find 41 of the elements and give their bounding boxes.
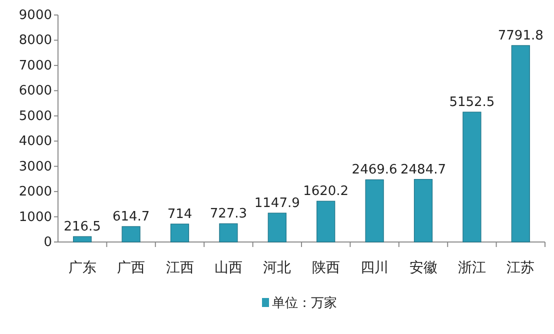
bar: [122, 226, 140, 242]
x-tick-label: 浙江: [458, 260, 486, 276]
y-tick-label: 9000: [18, 8, 52, 23]
bar: [170, 224, 190, 242]
data-label: 1147.9: [254, 196, 300, 212]
data-label: 614.7: [112, 209, 150, 224]
bar: [414, 179, 433, 242]
x-tick-label: 江苏: [506, 260, 535, 276]
x-tick-label: 安徽: [409, 260, 438, 276]
y-tick-label: 7000: [18, 58, 52, 74]
x-tick-label: 山西: [214, 260, 242, 276]
data-label: 216.5: [64, 220, 101, 235]
x-tick-label: 陕西: [312, 260, 340, 276]
y-tick-label: 8000: [18, 33, 52, 48]
data-label: 2469.6: [352, 162, 398, 178]
data-label: 1620.2: [303, 184, 349, 200]
y-tick-label: 3000: [18, 159, 52, 174]
y-tick-label: 1000: [18, 210, 52, 225]
x-tick-label: 广西: [117, 260, 146, 276]
y-tick-label: 2000: [18, 184, 52, 200]
legend-label: 单位：万家: [272, 295, 337, 311]
data-label: 727.3: [210, 206, 248, 222]
y-tick-label: 0: [44, 235, 52, 250]
x-tick-label: 河北: [263, 260, 292, 276]
data-label: 7791.8: [498, 28, 544, 44]
x-tick-label: 江西: [166, 260, 194, 276]
bar: [462, 112, 482, 242]
data-label: 2484.7: [400, 162, 446, 178]
y-tick-label: 6000: [18, 84, 52, 99]
bar: [219, 223, 238, 242]
data-label: 714: [167, 206, 192, 222]
y-tick-label: 5000: [18, 108, 52, 124]
bar: [316, 200, 336, 242]
x-tick-label: 四川: [360, 260, 389, 276]
x-tick-label: 广东: [68, 260, 96, 276]
data-label: 5152.5: [449, 95, 495, 110]
bar: [73, 236, 92, 242]
bar: [511, 45, 530, 242]
bar: [268, 212, 286, 242]
bar: [365, 179, 384, 242]
y-tick-label: 4000: [18, 134, 52, 150]
